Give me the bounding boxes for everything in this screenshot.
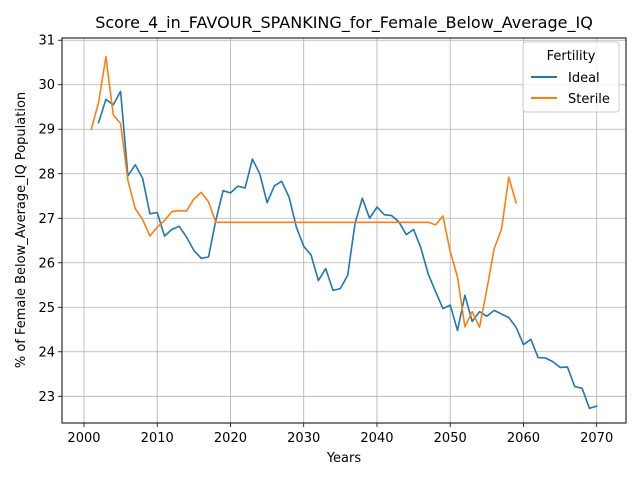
legend-label-sterile: Sterile <box>568 92 610 107</box>
series-line-ideal <box>97 90 598 410</box>
legend: Fertility Ideal Sterile <box>522 41 620 113</box>
x-tick-label: 2070 <box>580 431 613 446</box>
series-line-sterile <box>90 55 518 329</box>
y-tick-label: 31 <box>38 34 55 49</box>
y-axis: 23 24 25 26 27 28 29 30 31 <box>38 34 62 405</box>
y-tick-label: 24 <box>38 345 55 360</box>
y-tick-label: 25 <box>38 301 55 316</box>
y-tick-label: 29 <box>38 123 55 138</box>
y-tick-label: 23 <box>38 390 55 405</box>
y-tick-label: 28 <box>38 167 55 182</box>
y-axis-label: % of Female Below_Average_IQ Population <box>14 92 29 368</box>
x-tick-label: 2020 <box>214 431 247 446</box>
x-tick-label: 2060 <box>507 431 540 446</box>
legend-label-ideal: Ideal <box>568 71 600 86</box>
x-tick-label: 2040 <box>360 431 393 446</box>
series-layer <box>90 55 598 410</box>
legend-title: Fertility <box>547 49 596 64</box>
y-tick-label: 30 <box>38 78 55 93</box>
x-tick-label: 2030 <box>287 431 320 446</box>
chart-title: Score_4_in_FAVOUR_SPANKING_for_Female_Be… <box>95 13 593 33</box>
x-tick-label: 2010 <box>141 431 174 446</box>
x-tick-label: 2000 <box>67 431 100 446</box>
x-axis-label: Years <box>326 451 362 466</box>
plot-frame <box>61 37 627 424</box>
y-tick-label: 26 <box>38 256 55 271</box>
x-tick-label: 2050 <box>434 431 467 446</box>
y-tick-label: 27 <box>38 212 55 227</box>
x-axis: 2000 2010 2020 2030 2040 2050 2060 2070 <box>67 423 613 446</box>
legend-box <box>522 41 620 113</box>
